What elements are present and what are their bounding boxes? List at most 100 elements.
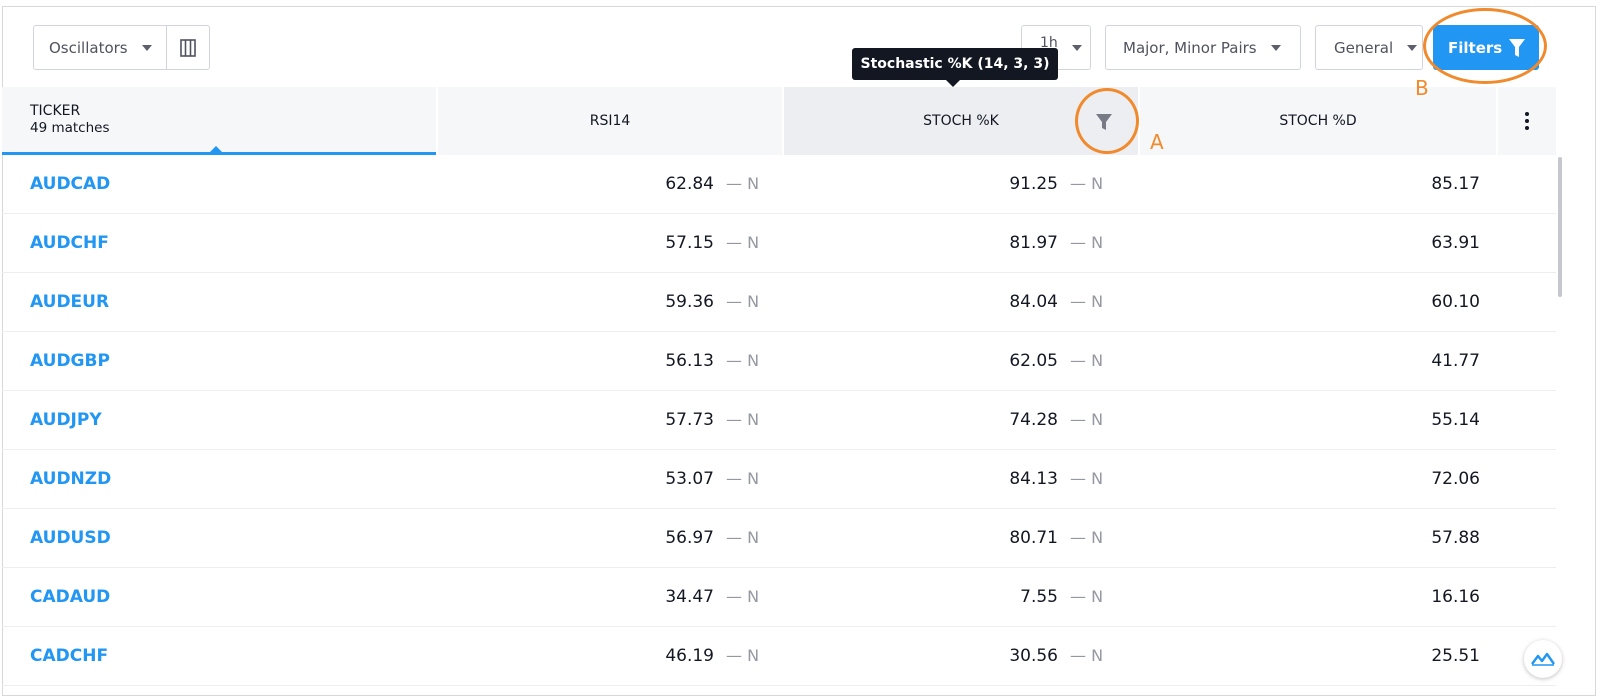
stoch-k-rating: — N (1070, 174, 1104, 193)
rsi14-value: 59.36 (665, 292, 714, 312)
rsi14-value: 46.19 (665, 646, 714, 666)
tooltip-text: Stochastic %K (14, 3, 3) (860, 56, 1050, 72)
rsi14-value: 56.97 (665, 528, 714, 548)
ticker-link[interactable]: AUDCAD (30, 174, 111, 194)
stoch-k-rating: — N (1070, 233, 1104, 252)
table-row[interactable]: CADAUD 34.47 — N 7.55 — N 16.16 (2, 568, 1556, 627)
view-dropdown[interactable]: Oscillators (33, 25, 167, 70)
rsi14-value: 57.73 (665, 410, 714, 430)
ticker-link[interactable]: CADCHF (30, 646, 109, 666)
rsi14-rating: — N (726, 174, 760, 193)
chevron-down-icon (1407, 44, 1418, 51)
group-dropdown[interactable]: General (1315, 25, 1423, 70)
stoch-k-rating: — N (1070, 410, 1104, 429)
table-row[interactable]: AUDUSD 56.97 — N 80.71 — N 57.88 (2, 509, 1556, 568)
chevron-down-icon (141, 44, 152, 51)
rsi14-rating: — N (726, 528, 760, 547)
column-header-rsi14[interactable]: RSI14 (438, 87, 782, 155)
rsi14-rating: — N (726, 233, 760, 252)
columns-button[interactable] (166, 25, 210, 70)
more-vertical-icon (1525, 112, 1529, 130)
rsi14-value: 62.84 (665, 174, 714, 194)
stoch-k-value: 62.05 (1009, 351, 1058, 371)
ticker-link[interactable]: AUDGBP (30, 351, 110, 371)
market-dropdown-label: Major, Minor Pairs (1123, 38, 1257, 57)
table-row[interactable]: AUDCAD 62.84 — N 91.25 — N 85.17 (2, 155, 1556, 214)
table-row[interactable]: AUDNZD 53.07 — N 84.13 — N 72.06 (2, 450, 1556, 509)
interval-label: 1h (1040, 34, 1058, 51)
stoch-k-value: 30.56 (1009, 646, 1058, 666)
ticker-link[interactable]: AUDUSD (30, 528, 111, 548)
stoch-d-value: 16.16 (1431, 587, 1480, 607)
sort-indicator (210, 146, 222, 152)
ticker-link[interactable]: AUDJPY (30, 410, 102, 430)
column-header-stoch-k[interactable]: STOCH %K (784, 87, 1138, 155)
ticker-link[interactable]: AUDEUR (30, 292, 110, 312)
columns-icon (180, 38, 196, 57)
rsi14-rating: — N (726, 410, 760, 429)
rsi14-value: 57.15 (665, 233, 714, 253)
tradingview-logo-icon (1531, 652, 1555, 666)
chevron-down-icon (1071, 44, 1082, 51)
stoch-d-value: 63.91 (1431, 233, 1480, 253)
tooltip-arrow (946, 80, 960, 87)
rsi14-rating: — N (726, 646, 760, 665)
rsi14-value: 56.13 (665, 351, 714, 371)
ticker-link[interactable]: AUDNZD (30, 469, 112, 489)
table-row[interactable]: CADCHF 46.19 — N 30.56 — N 25.51 (2, 627, 1556, 686)
chevron-down-icon (1270, 44, 1281, 51)
filters-button-label: Filters (1448, 38, 1503, 57)
stoch-d-value: 60.10 (1431, 292, 1480, 312)
view-dropdown-label: Oscillators (49, 38, 128, 57)
table-body: AUDCAD 62.84 — N 91.25 — N 85.17 AUDCHF 57.15 — … (2, 155, 1556, 686)
column-header-stoch-d[interactable]: STOCH %D (1140, 87, 1496, 155)
column-tooltip: Stochastic %K (14, 3, 3) (852, 48, 1058, 80)
column-header-label: STOCH %K (923, 113, 999, 129)
stoch-k-value: 81.97 (1009, 233, 1058, 253)
stoch-d-value: 41.77 (1431, 351, 1480, 371)
stoch-k-value: 84.04 (1009, 292, 1058, 312)
table-row[interactable]: AUDCHF 57.15 — N 81.97 — N 63.91 (2, 214, 1556, 273)
annotation-label-a: A (1150, 130, 1164, 154)
column-header-label: RSI14 (589, 113, 631, 129)
table-row[interactable]: AUDGBP 56.13 — N 62.05 — N 41.77 (2, 332, 1556, 391)
logo-badge[interactable] (1524, 640, 1562, 678)
stoch-k-value: 80.71 (1009, 528, 1058, 548)
annotation-label-b: B (1415, 76, 1429, 100)
table-row[interactable]: AUDEUR 59.36 — N 84.04 — N 60.10 (2, 273, 1556, 332)
column-header-ticker[interactable]: TICKER 49 matches (2, 87, 436, 155)
filters-button[interactable]: Filters (1433, 25, 1539, 70)
table-header: TICKER 49 matches RSI14 STOCH %K STOCH %… (2, 87, 1556, 155)
stoch-d-value: 72.06 (1431, 469, 1480, 489)
rsi14-rating: — N (726, 292, 760, 311)
market-dropdown[interactable]: Major, Minor Pairs (1105, 25, 1301, 70)
ticker-link[interactable]: AUDCHF (30, 233, 109, 253)
table-row[interactable]: AUDJPY 57.73 — N 74.28 — N 55.14 (2, 391, 1556, 450)
ticker-link[interactable]: CADAUD (30, 587, 111, 607)
stoch-k-rating: — N (1070, 528, 1104, 547)
group-dropdown-label: General (1334, 38, 1394, 57)
matches-count: 49 matches (30, 119, 110, 136)
stoch-d-value: 85.17 (1431, 174, 1480, 194)
stoch-d-value: 55.14 (1431, 410, 1480, 430)
stoch-k-value: 84.13 (1009, 469, 1058, 489)
stoch-k-value: 91.25 (1009, 174, 1058, 194)
rsi14-value: 53.07 (665, 469, 714, 489)
rsi14-rating: — N (726, 469, 760, 488)
scrollbar[interactable] (1558, 157, 1562, 297)
column-filter-button[interactable] (1089, 106, 1119, 140)
stoch-d-value: 57.88 (1431, 528, 1480, 548)
stoch-k-rating: — N (1070, 646, 1104, 665)
stoch-k-rating: — N (1070, 292, 1104, 311)
column-header-label: STOCH %D (1279, 113, 1357, 129)
rsi14-rating: — N (726, 351, 760, 370)
rsi14-rating: — N (726, 587, 760, 606)
stoch-k-rating: — N (1070, 469, 1104, 488)
filter-icon (1096, 114, 1112, 130)
stoch-k-rating: — N (1070, 587, 1104, 606)
stoch-k-value: 74.28 (1009, 410, 1058, 430)
stoch-k-rating: — N (1070, 351, 1104, 370)
more-options-button[interactable] (1498, 87, 1556, 155)
ticker-header-label: TICKER (30, 102, 81, 119)
filter-icon (1509, 38, 1526, 57)
